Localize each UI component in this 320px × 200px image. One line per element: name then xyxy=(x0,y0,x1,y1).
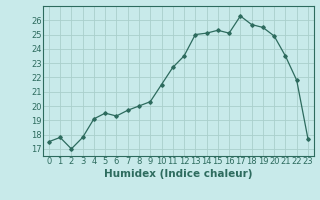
X-axis label: Humidex (Indice chaleur): Humidex (Indice chaleur) xyxy=(104,169,253,179)
